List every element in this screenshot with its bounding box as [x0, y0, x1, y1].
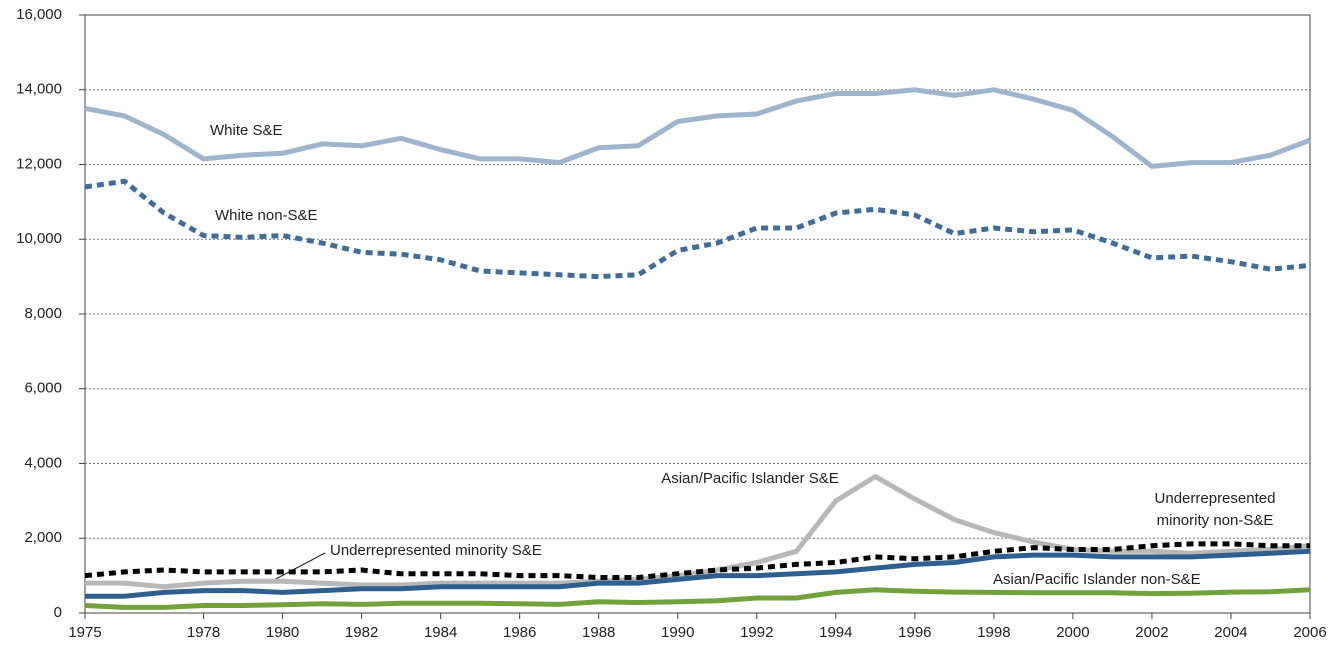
x-tick-label: 1998: [977, 624, 1010, 641]
x-tick-label: 2002: [1135, 624, 1168, 641]
y-tick-label: 12,000: [16, 155, 62, 172]
x-tick-label: 1994: [819, 624, 852, 641]
x-tick-label: 1980: [266, 624, 299, 641]
x-tick-label: 1984: [424, 624, 457, 641]
x-tick-label: 1992: [740, 624, 773, 641]
x-tick-label: 1975: [68, 624, 101, 641]
x-tick-label: 1990: [661, 624, 694, 641]
series-line: [84, 87, 1311, 169]
series-label: White S&E: [210, 122, 283, 139]
series-label: Underrepresented minority S&E: [330, 542, 542, 559]
series-line: [84, 587, 1311, 610]
x-tick-label: 1996: [898, 624, 931, 641]
series-label: White non-S&E: [215, 207, 318, 224]
x-tick-label: 1986: [503, 624, 536, 641]
y-tick-label: 4,000: [24, 454, 62, 471]
x-tick-label: 2004: [1214, 624, 1247, 641]
x-tick-label: 1988: [582, 624, 615, 641]
y-tick-label: 14,000: [16, 81, 62, 98]
series-line: [84, 178, 1311, 280]
y-tick-label: 0: [54, 604, 62, 621]
x-tick-label: 2006: [1293, 624, 1326, 641]
y-tick-label: 16,000: [16, 6, 62, 23]
x-tick-label: 1982: [345, 624, 378, 641]
series-line: [85, 548, 1311, 599]
x-tick-label: 2000: [1056, 624, 1089, 641]
leader-line: [269, 552, 326, 583]
y-tick-label: 6,000: [24, 380, 62, 397]
y-tick-label: 8,000: [24, 305, 62, 322]
series-label: Asian/Pacific Islander non-S&E: [993, 571, 1201, 588]
x-tick-label: 1978: [187, 624, 220, 641]
y-tick-label: 10,000: [16, 230, 62, 247]
series-label: Asian/Pacific Islander S&E: [661, 470, 839, 487]
y-tick-label: 2,000: [24, 529, 62, 546]
series-label: Underrepresented minority non-S&E: [1154, 490, 1276, 529]
series-line: [84, 541, 1310, 580]
